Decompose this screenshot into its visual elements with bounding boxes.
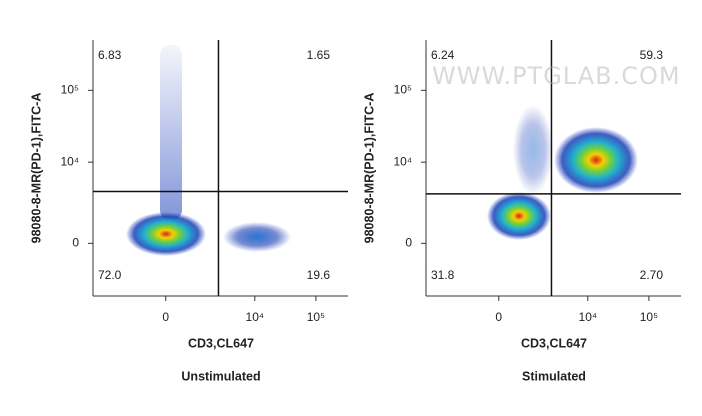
x-tick-label: 0 (162, 310, 169, 324)
density-cloud (513, 105, 553, 195)
density-cloud (223, 222, 291, 252)
chart-title: Stimulated (522, 369, 586, 383)
x-axis-label: CD3,CL647 (188, 336, 254, 350)
quadrant-label: 2.70 (640, 268, 664, 282)
x-tick-label: 10⁵ (640, 310, 658, 324)
x-tick-label: 10⁴ (579, 310, 598, 324)
y-axis-label: 98080-8-MR(PD-1),FITC-A (362, 93, 376, 244)
quadrant-label: 31.8 (431, 268, 455, 282)
x-tick-label: 0 (495, 310, 502, 324)
y-tick-label: 10⁵ (61, 83, 79, 97)
y-axis-label: 98080-8-MR(PD-1),FITC-A (29, 93, 43, 244)
quadrant-label: 6.24 (431, 48, 455, 62)
quadrant-label: 72.0 (98, 268, 122, 282)
density-cloud (487, 192, 551, 240)
y-tick-label: 10⁵ (394, 83, 412, 97)
quadrant-label: 19.6 (307, 268, 331, 282)
quadrant-label: 59.3 (640, 48, 664, 62)
chart: 0 10⁴ 10⁵ 0 10⁴ 10⁵ 6.24 59.3 31.8 2.70 CD3,CL647 9… (362, 40, 681, 383)
quadrant-label: 6.83 (98, 48, 122, 62)
y-tick-label: 0 (405, 236, 412, 250)
chart: 0 10⁴ 10⁵ 0 10⁴ 10⁵ 6.83 1.65 72.0 19.6 CD3,CL647 9… (29, 40, 348, 383)
x-axis-label: CD3,CL647 (521, 336, 587, 350)
x-tick-label: 10⁴ (246, 310, 265, 324)
density-cloud (554, 127, 638, 193)
density-cloud (126, 212, 206, 256)
y-tick-label: 10⁴ (60, 154, 79, 168)
x-tick-label: 10⁵ (307, 310, 325, 324)
chart-title: Unstimulated (181, 369, 260, 383)
watermark: WWW.PTGLAB.COM (432, 62, 681, 90)
y-tick-label: 0 (72, 236, 79, 250)
density-cloud (160, 45, 182, 220)
y-tick-label: 10⁴ (393, 154, 412, 168)
quadrant-label: 1.65 (307, 48, 331, 62)
